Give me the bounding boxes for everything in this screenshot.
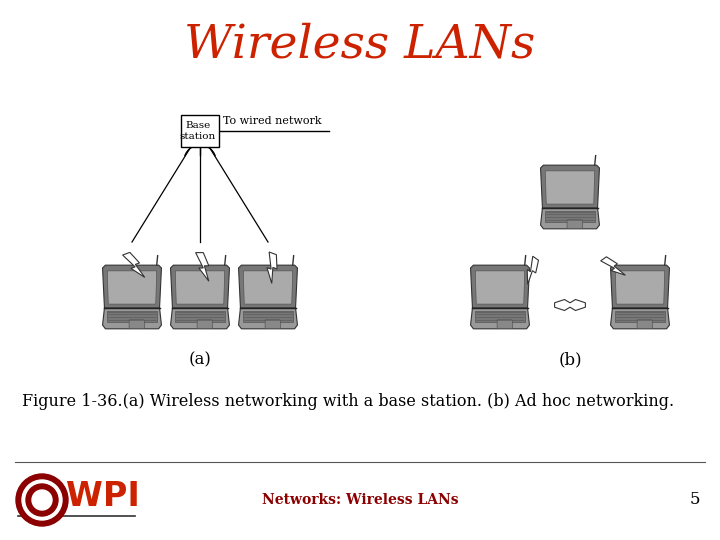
- Polygon shape: [600, 257, 626, 275]
- FancyBboxPatch shape: [637, 320, 652, 328]
- Polygon shape: [122, 252, 145, 278]
- Polygon shape: [475, 271, 525, 304]
- Circle shape: [22, 480, 62, 520]
- Text: Wireless LANs: Wireless LANs: [184, 22, 536, 68]
- Text: Networks: Wireless LANs: Networks: Wireless LANs: [261, 493, 459, 507]
- Text: WPI: WPI: [34, 496, 50, 504]
- Polygon shape: [554, 300, 585, 310]
- FancyBboxPatch shape: [197, 320, 212, 328]
- Text: To wired network: To wired network: [223, 116, 322, 126]
- Polygon shape: [175, 271, 225, 304]
- Polygon shape: [107, 271, 157, 304]
- FancyBboxPatch shape: [129, 320, 145, 328]
- Polygon shape: [545, 171, 595, 204]
- Polygon shape: [171, 308, 230, 329]
- Polygon shape: [238, 265, 297, 308]
- Polygon shape: [102, 265, 161, 308]
- Polygon shape: [541, 165, 600, 208]
- Polygon shape: [107, 310, 157, 322]
- Circle shape: [26, 484, 58, 516]
- Polygon shape: [267, 252, 277, 284]
- Text: WPI: WPI: [66, 481, 140, 514]
- FancyBboxPatch shape: [497, 320, 513, 328]
- Polygon shape: [471, 308, 529, 329]
- Polygon shape: [541, 208, 600, 229]
- Text: (b): (b): [558, 352, 582, 368]
- Polygon shape: [471, 265, 529, 308]
- FancyBboxPatch shape: [181, 115, 219, 147]
- Polygon shape: [171, 265, 230, 308]
- Polygon shape: [616, 271, 665, 304]
- Polygon shape: [475, 310, 525, 322]
- FancyBboxPatch shape: [567, 220, 582, 228]
- Circle shape: [32, 490, 52, 510]
- Polygon shape: [545, 211, 595, 222]
- FancyBboxPatch shape: [265, 320, 280, 328]
- Circle shape: [16, 474, 68, 526]
- Polygon shape: [102, 308, 161, 329]
- Text: Figure 1-36.(a) Wireless networking with a base station. (b) Ad hoc networking.: Figure 1-36.(a) Wireless networking with…: [22, 393, 674, 410]
- Polygon shape: [196, 253, 209, 281]
- Polygon shape: [616, 310, 665, 322]
- Text: (a): (a): [189, 352, 212, 368]
- Polygon shape: [243, 271, 293, 304]
- Polygon shape: [611, 265, 670, 308]
- Text: Base
station: Base station: [180, 122, 216, 141]
- Polygon shape: [243, 310, 293, 322]
- Polygon shape: [527, 256, 539, 285]
- Polygon shape: [175, 310, 225, 322]
- Polygon shape: [611, 308, 670, 329]
- Text: 5: 5: [690, 491, 701, 509]
- Polygon shape: [238, 308, 297, 329]
